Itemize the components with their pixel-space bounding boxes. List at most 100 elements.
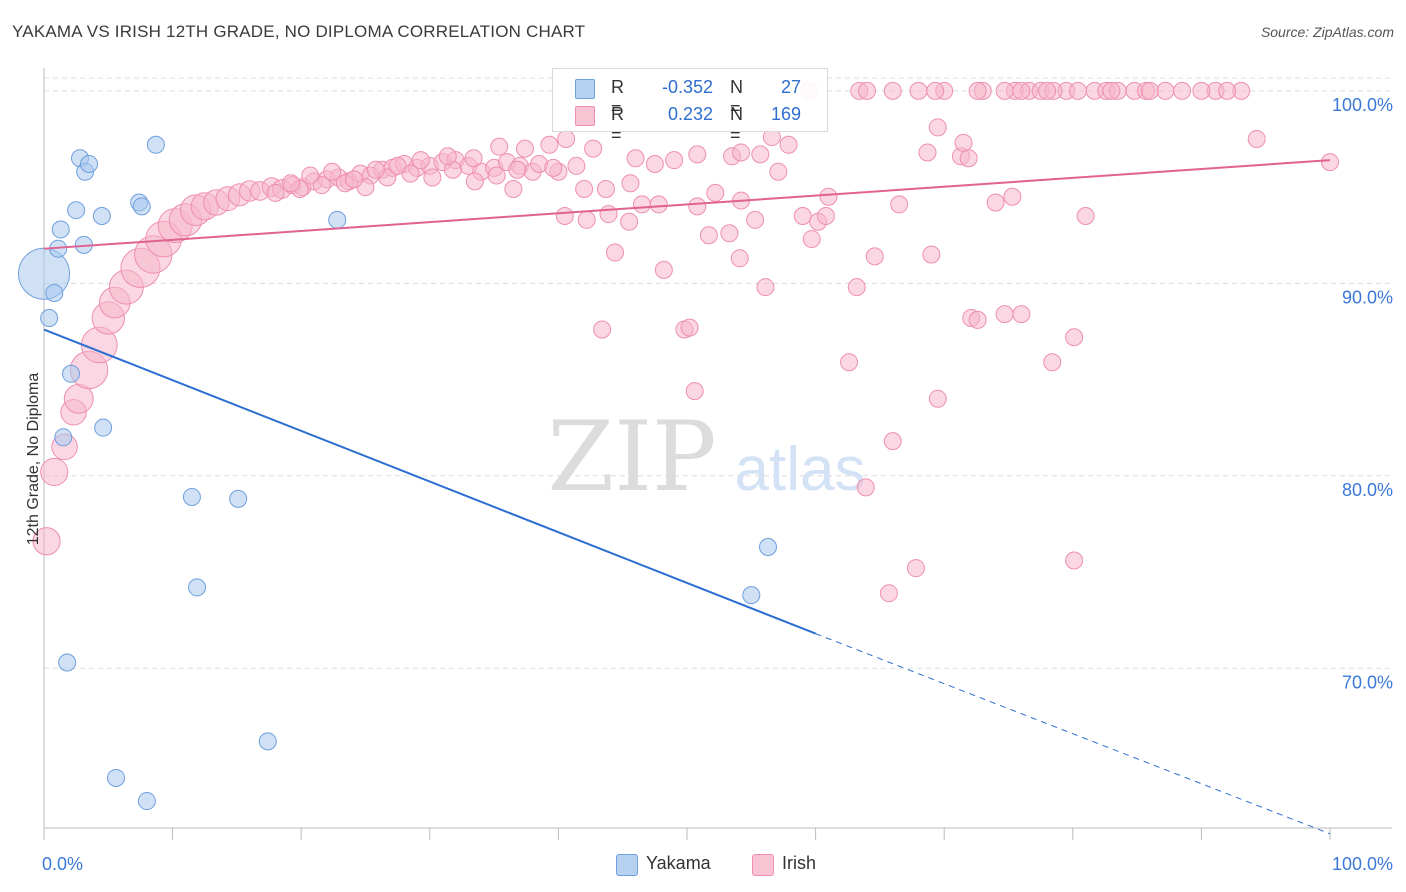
irish-point: [423, 168, 442, 187]
irish-point: [909, 81, 928, 100]
irish-point: [858, 81, 877, 100]
trend-lines: [43, 159, 1331, 835]
legend-irish-r: 0.232: [667, 104, 713, 124]
grid-lines: [44, 77, 1392, 669]
irish-point: [584, 139, 603, 158]
irish-point: [856, 478, 875, 497]
irish-point: [883, 432, 902, 451]
irish-trend-line: [43, 159, 1331, 250]
irish-point: [928, 389, 947, 408]
yakama-point: [742, 586, 761, 605]
yakama-point: [40, 308, 59, 327]
yakama-point: [258, 732, 277, 751]
irish-point: [632, 195, 651, 214]
irish-point: [544, 158, 563, 177]
irish-point: [954, 133, 973, 152]
irish-point: [1173, 81, 1192, 100]
irish-point: [865, 247, 884, 266]
irish-point: [922, 245, 941, 264]
correlation-legend: R = -0.352 N = 27 R = 0.232 N = 169: [552, 68, 828, 145]
irish-point: [508, 160, 527, 179]
yakama-swatch: [575, 79, 595, 99]
yakama-point: [182, 487, 201, 506]
irish-point: [490, 137, 509, 156]
watermark-atlas: atlas: [735, 435, 866, 504]
irish-point: [890, 195, 909, 214]
irish-point: [596, 180, 615, 199]
irish-point: [620, 212, 639, 231]
irish-point: [1003, 187, 1022, 206]
legend-irish-n: 169: [770, 104, 801, 124]
irish-point: [1076, 206, 1095, 225]
irish-point: [281, 174, 300, 193]
irish-point: [567, 156, 586, 175]
yakama-point: [146, 135, 165, 154]
legend-yakama-r: -0.352: [661, 77, 713, 97]
yakama-point: [58, 653, 77, 672]
x-tick-label-max: 100.0%: [1332, 854, 1393, 874]
yakama-point: [137, 792, 156, 811]
irish-point: [1043, 353, 1062, 372]
yakama-trend-line: [43, 328, 816, 635]
irish-legend-label: Irish: [782, 853, 817, 873]
irish-point: [654, 260, 673, 279]
irish-point: [540, 135, 559, 154]
legend-r-label: R =: [611, 104, 624, 145]
irish-point: [555, 206, 574, 225]
irish-point: [557, 129, 576, 148]
irish-point: [732, 143, 751, 162]
irish-point: [685, 382, 704, 401]
irish-point: [1247, 129, 1266, 148]
y-tick-label: 70.0%: [1342, 672, 1393, 692]
irish-point: [266, 183, 285, 202]
irish-point: [819, 187, 838, 206]
irish-point: [366, 160, 385, 179]
irish-point: [680, 318, 699, 337]
legend-n-label: N =: [730, 77, 743, 118]
irish-point: [730, 249, 749, 268]
irish-point: [840, 353, 859, 372]
irish-point: [1068, 81, 1087, 100]
irish-point: [802, 230, 821, 249]
irish-point: [32, 527, 61, 556]
irish-point: [706, 183, 725, 202]
irish-point: [515, 139, 534, 158]
yakama-point: [92, 206, 111, 225]
irish-point: [1156, 81, 1175, 100]
irish-point: [323, 162, 342, 181]
irish-point: [720, 224, 739, 243]
irish-point: [751, 145, 770, 164]
irish-point: [344, 170, 363, 189]
irish-point: [487, 166, 506, 185]
irish-point: [928, 118, 947, 137]
yakama-point: [51, 220, 70, 239]
irish-point: [688, 197, 707, 216]
irish-point: [605, 243, 624, 262]
irish-point: [593, 320, 612, 339]
irish-point: [906, 559, 925, 578]
y-tick-label: 80.0%: [1342, 480, 1393, 500]
irish-point: [746, 210, 765, 229]
yakama-point: [45, 283, 64, 302]
irish-point: [756, 278, 775, 297]
source-label: Source: ZipAtlas.com: [1260, 24, 1394, 40]
irish-point: [793, 206, 812, 225]
yakama-point: [54, 428, 73, 447]
yakama-point: [229, 489, 248, 508]
irish-point: [649, 195, 668, 214]
irish-point: [926, 81, 945, 100]
irish-point: [40, 457, 69, 487]
irish-point: [968, 310, 987, 329]
irish-point: [504, 180, 523, 199]
legend-n-label: N =: [730, 104, 743, 145]
irish-swatch: [575, 106, 595, 126]
irish-point: [968, 81, 987, 100]
irish-point: [816, 206, 835, 225]
yakama-points: [18, 135, 778, 811]
irish-point: [464, 149, 483, 168]
chart-title: YAKAMA VS IRISH 12TH GRADE, NO DIPLOMA C…: [12, 22, 586, 41]
irish-point: [438, 147, 457, 166]
irish-point: [599, 205, 618, 224]
irish-point: [1038, 81, 1057, 100]
